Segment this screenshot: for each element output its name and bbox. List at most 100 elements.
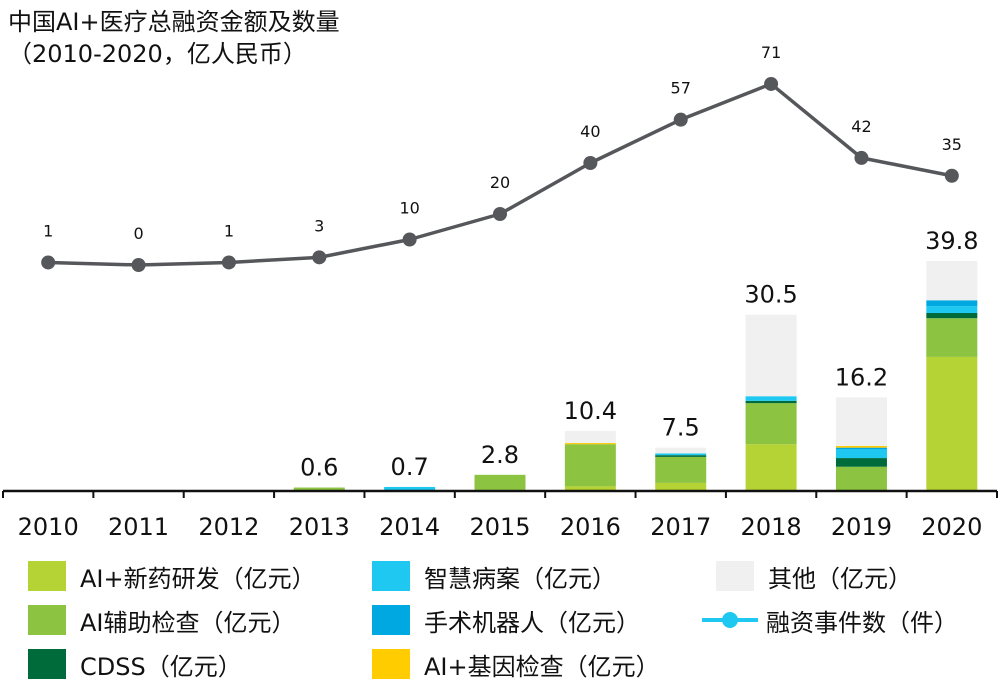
bar-segment-2016-5 xyxy=(564,443,616,445)
legend-label: 其他（亿元） xyxy=(768,564,912,593)
funding-events-label-2010: 1 xyxy=(43,221,53,240)
x-tick-label-2010: 2010 xyxy=(18,513,79,541)
bars-layer xyxy=(293,261,978,491)
legend-item-gene-test: AI+基因检查（亿元） xyxy=(372,646,660,682)
bar-segment-2020-0 xyxy=(926,356,978,491)
total-label-2019: 16.2 xyxy=(835,363,888,391)
bar-segment-2019-3 xyxy=(835,449,887,459)
bar-segment-2019-2 xyxy=(835,458,887,467)
bar-segment-2019-4 xyxy=(835,447,887,450)
bar-segment-2019-1 xyxy=(835,466,887,491)
funding-events-label-2019: 42 xyxy=(851,117,871,136)
funding-events-point-2017 xyxy=(673,112,688,127)
total-label-2016: 10.4 xyxy=(564,397,617,425)
total-label-2015: 2.8 xyxy=(481,441,519,469)
funding-events-label-2017: 57 xyxy=(671,79,691,98)
x-tick-label-2015: 2015 xyxy=(469,513,530,541)
bar-segment-2017-6 xyxy=(655,447,707,454)
bar-segment-2018-6 xyxy=(745,314,797,397)
bar-segment-2016-6 xyxy=(564,430,616,444)
funding-events-point-2018 xyxy=(764,76,779,91)
funding-events-point-2014 xyxy=(402,232,417,247)
funding-events-point-2016 xyxy=(583,156,598,170)
line-layer xyxy=(41,76,959,272)
labels-layer: 0.6 0.7 2.810.47.530.516.239.81 0 1 310204057… xyxy=(43,43,978,482)
funding-events-label-2012: 1 xyxy=(224,221,234,240)
legend-label: 融资事件数（件） xyxy=(766,608,958,637)
legend-label: AI+基因检查（亿元） xyxy=(424,652,660,681)
legend-swatch-ai-exam xyxy=(28,605,66,635)
legend-label: CDSS（亿元） xyxy=(80,652,242,681)
legend-item-other: 其他（亿元） xyxy=(716,558,912,594)
funding-events-point-2011 xyxy=(131,258,146,272)
chart-subtitle: （2010-2020，亿人民币） xyxy=(8,40,307,68)
x-tick-label-2020: 2020 xyxy=(921,513,982,541)
total-label-2017: 7.5 xyxy=(662,414,700,442)
bar-segment-2020-4 xyxy=(926,300,978,307)
chart-title: 中国AI+医疗总融资金额及数量 xyxy=(8,8,340,36)
legend-line-marker-icon xyxy=(702,605,758,635)
bar-segment-2013-1 xyxy=(293,487,345,491)
legend-item-ai-exam: AI辅助检查（亿元） xyxy=(28,602,296,638)
bar-segment-2014-3 xyxy=(384,486,436,491)
legend-swatch-other xyxy=(716,561,754,591)
bar-segment-2019-5 xyxy=(835,445,887,448)
bar-segment-2018-3 xyxy=(745,396,797,401)
bar-segment-2018-2 xyxy=(745,400,797,404)
bar-segment-2018-1 xyxy=(745,403,797,445)
bar-segment-2017-2 xyxy=(655,455,707,457)
funding-events-point-2012 xyxy=(221,255,236,270)
funding-events-label-2015: 20 xyxy=(490,173,510,192)
legend-item-surgical-robot: 手术机器人（亿元） xyxy=(372,602,640,638)
bar-segment-2017-0 xyxy=(655,482,707,491)
legend-label: AI辅助检查（亿元） xyxy=(80,608,296,637)
bar-segment-2020-1 xyxy=(926,318,978,357)
legend-label: 智慧病案（亿元） xyxy=(424,564,616,593)
bar-segment-2020-3 xyxy=(926,306,978,314)
legend-item-cdss: CDSS（亿元） xyxy=(28,646,242,682)
x-tick-label-2016: 2016 xyxy=(560,513,621,541)
legend-item-funding-events: 融资事件数（件） xyxy=(702,602,958,638)
chart-plot: 2010 2011 2012 2013 2014 2015 2016 2017 2018 2019… xyxy=(2,43,998,541)
x-tick-label-2017: 2017 xyxy=(650,513,711,541)
funding-events-point-2015 xyxy=(493,207,507,221)
total-label-2020: 39.8 xyxy=(925,227,978,255)
bar-segment-2016-1 xyxy=(564,444,616,487)
funding-events-point-2013 xyxy=(312,250,327,265)
legend: AI+新药研发（亿元） 智慧病案（亿元） 其他（亿元） AI辅助检查（亿元） 手… xyxy=(0,556,1000,685)
funding-events-point-2019 xyxy=(854,150,869,165)
funding-events-point-2020 xyxy=(944,168,959,183)
funding-events-label-2011: 0 xyxy=(133,224,143,243)
bar-segment-2015-1 xyxy=(474,474,526,490)
chart-title-block: 中国AI+医疗总融资金额及数量 （2010-2020，亿人民币） xyxy=(8,6,340,70)
bar-segment-2017-3 xyxy=(655,453,707,456)
total-label-2013: 0.6 xyxy=(300,454,338,482)
legend-item-smart-records: 智慧病案（亿元） xyxy=(372,558,616,594)
legend-swatch-smart-records xyxy=(372,561,410,591)
legend-item-drug-rd: AI+新药研发（亿元） xyxy=(28,558,316,594)
legend-swatch-cdss xyxy=(28,649,66,679)
total-label-2018: 30.5 xyxy=(744,281,797,309)
legend-label: 手术机器人（亿元） xyxy=(424,608,640,637)
funding-events-label-2016: 40 xyxy=(580,122,600,141)
x-axis: 2010 2011 2012 2013 2014 2015 2016 2017 2018 2019… xyxy=(2,489,998,541)
legend-swatch-surgical-robot xyxy=(372,605,410,635)
funding-events-label-2014: 10 xyxy=(399,199,419,218)
bar-segment-2019-6 xyxy=(835,397,887,446)
x-tick-label-2012: 2012 xyxy=(198,513,259,541)
bar-segment-2017-1 xyxy=(655,456,707,483)
bar-segment-2020-2 xyxy=(926,313,978,319)
x-tick-label-2013: 2013 xyxy=(289,513,350,541)
x-tick-label-2018: 2018 xyxy=(741,513,802,541)
funding-events-label-2013: 3 xyxy=(314,216,324,235)
x-tick-label-2014: 2014 xyxy=(379,513,440,541)
legend-label: AI+新药研发（亿元） xyxy=(80,564,316,593)
total-label-2014: 0.7 xyxy=(391,453,429,481)
legend-swatch-gene-test xyxy=(372,649,410,679)
bar-segment-2020-6 xyxy=(926,261,978,301)
x-tick-label-2011: 2011 xyxy=(108,513,169,541)
funding-events-label-2020: 35 xyxy=(942,135,962,154)
bar-segment-2018-0 xyxy=(745,444,797,491)
bar-segment-2016-0 xyxy=(564,486,616,491)
funding-events-point-2010 xyxy=(41,255,56,270)
